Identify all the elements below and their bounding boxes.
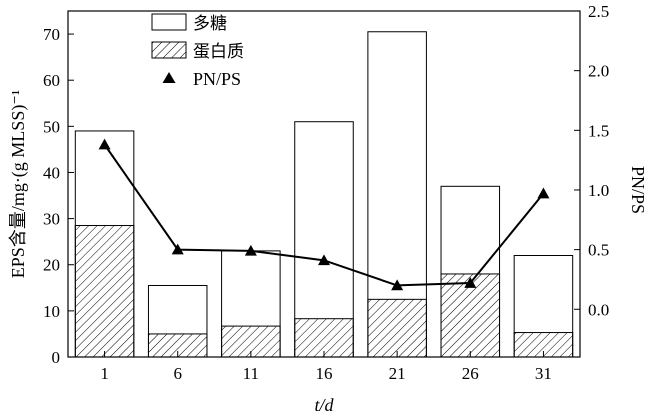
x-tick-label: 26 — [462, 364, 479, 383]
y2-tick-label: 0.5 — [588, 241, 609, 260]
pnps-point — [537, 187, 550, 199]
y2-tick-label: 0.0 — [588, 300, 609, 319]
left-axis: 0 10 20 30 40 50 60 70 — [43, 25, 74, 367]
pnps-point — [318, 254, 330, 266]
pnps-point — [171, 243, 184, 255]
legend-triangle-marker-icon — [162, 72, 176, 83]
y2-tick-label: 1.5 — [588, 121, 609, 140]
pnps-point — [98, 138, 111, 150]
pnps-line-layer — [98, 138, 550, 291]
y2-tick-label: 2.0 — [588, 62, 609, 81]
pnps-point — [244, 244, 257, 256]
y-tick-label: 10 — [43, 302, 60, 321]
bars-layer — [74, 31, 574, 358]
y-tick-label: 30 — [43, 210, 60, 229]
pnps-point — [464, 277, 477, 288]
y-tick-label: 50 — [43, 117, 60, 136]
y-tick-label: 20 — [43, 256, 60, 275]
x-tick-label: 31 — [535, 364, 552, 383]
legend-label-pnps: PN/PS — [193, 69, 241, 89]
x-tick-label: 6 — [173, 364, 182, 383]
x-axis-label: t/d — [314, 395, 334, 415]
y2-tick-label: 1.0 — [588, 181, 609, 200]
y-tick-label: 60 — [43, 71, 60, 90]
pnps-point — [391, 279, 404, 291]
y-tick-label: 40 — [43, 163, 60, 182]
x-tick-label: 11 — [243, 364, 259, 383]
y-axis-label: EPS含量/mg·(g MLSS)⁻¹ — [8, 90, 29, 278]
right-axis: 0.0 0.5 1.0 1.5 2.0 2.5 — [574, 2, 609, 319]
x-tick-label: 1 — [100, 364, 109, 383]
y2-axis-label: PN/PS — [628, 166, 648, 214]
legend-label-polysaccharide: 多糖 — [193, 14, 227, 34]
protein-bar — [74, 225, 135, 358]
y-tick-label: 70 — [43, 25, 60, 44]
legend-swatch-protein — [151, 41, 187, 59]
legend-label-protein: 蛋白质 — [193, 42, 244, 62]
y2-tick-label: 2.5 — [588, 2, 609, 21]
protein-bar — [367, 298, 427, 358]
legend-swatch-polysaccharide — [151, 13, 187, 31]
x-tick-label: 21 — [389, 364, 406, 383]
x-tick-label: 16 — [316, 364, 333, 383]
x-axis: 1 6 11 16 21 26 31 — [100, 351, 552, 383]
legend: 多糖 蛋白质 PN/PS — [151, 13, 244, 89]
y-tick-label: 0 — [52, 348, 61, 367]
